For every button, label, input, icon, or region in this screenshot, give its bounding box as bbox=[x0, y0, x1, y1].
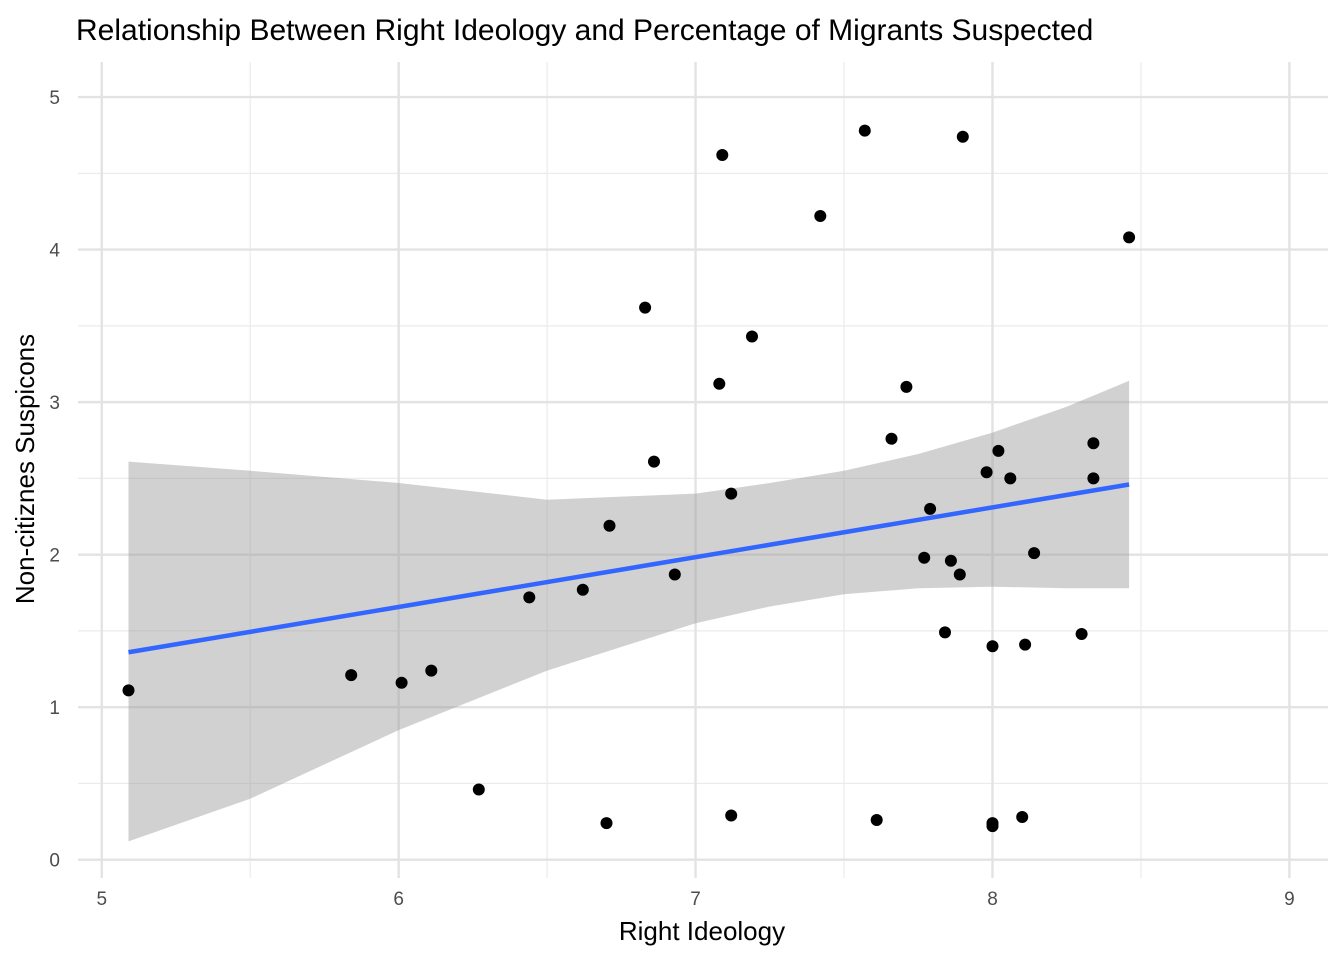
data-point bbox=[746, 331, 758, 343]
data-point bbox=[1016, 811, 1028, 823]
data-point bbox=[981, 466, 993, 478]
data-point bbox=[396, 677, 408, 689]
data-point bbox=[523, 591, 535, 603]
data-point bbox=[716, 149, 728, 161]
x-tick-label: 8 bbox=[987, 889, 998, 910]
data-point bbox=[987, 640, 999, 652]
x-tick-label: 5 bbox=[96, 889, 107, 910]
data-point bbox=[713, 378, 725, 390]
data-point bbox=[425, 665, 437, 677]
data-point bbox=[945, 555, 957, 567]
data-point bbox=[639, 302, 651, 314]
data-point bbox=[957, 131, 969, 143]
x-tick-label: 9 bbox=[1284, 889, 1295, 910]
y-axis-title: Non-citiznes Suspicons bbox=[10, 334, 40, 604]
y-tick-label: 4 bbox=[49, 241, 60, 262]
data-point bbox=[1019, 639, 1031, 651]
data-point bbox=[577, 584, 589, 596]
y-tick-label: 5 bbox=[49, 88, 60, 109]
data-point bbox=[345, 669, 357, 681]
data-point bbox=[954, 569, 966, 581]
data-point bbox=[924, 503, 936, 515]
data-point bbox=[859, 125, 871, 137]
data-point bbox=[992, 445, 1004, 457]
data-point bbox=[473, 784, 485, 796]
confidence-band bbox=[129, 381, 1130, 842]
x-axis-title: Right Ideology bbox=[619, 916, 785, 946]
data-point bbox=[725, 810, 737, 822]
data-point bbox=[918, 552, 930, 564]
data-point bbox=[939, 626, 951, 638]
data-point bbox=[871, 814, 883, 826]
x-tick-label: 7 bbox=[690, 889, 701, 910]
data-point bbox=[725, 488, 737, 500]
data-point bbox=[1087, 472, 1099, 484]
data-point bbox=[669, 569, 681, 581]
data-point bbox=[814, 210, 826, 222]
y-tick-label: 0 bbox=[49, 851, 60, 872]
y-tick-label: 2 bbox=[49, 546, 60, 567]
data-point bbox=[886, 433, 898, 445]
x-tick-label: 6 bbox=[393, 889, 404, 910]
data-point bbox=[1004, 472, 1016, 484]
data-point bbox=[648, 456, 660, 468]
data-point bbox=[1076, 628, 1088, 640]
y-tick-label: 3 bbox=[49, 393, 60, 414]
data-point bbox=[1087, 437, 1099, 449]
data-point bbox=[601, 817, 613, 829]
y-tick-label: 1 bbox=[49, 698, 60, 719]
chart-title: Relationship Between Right Ideology and … bbox=[76, 14, 1093, 47]
confidence-band-layer bbox=[129, 381, 1130, 842]
data-point bbox=[123, 684, 135, 696]
data-point bbox=[987, 820, 999, 832]
data-point bbox=[1028, 547, 1040, 559]
data-point bbox=[604, 520, 616, 532]
data-point bbox=[900, 381, 912, 393]
data-point bbox=[1123, 231, 1135, 243]
